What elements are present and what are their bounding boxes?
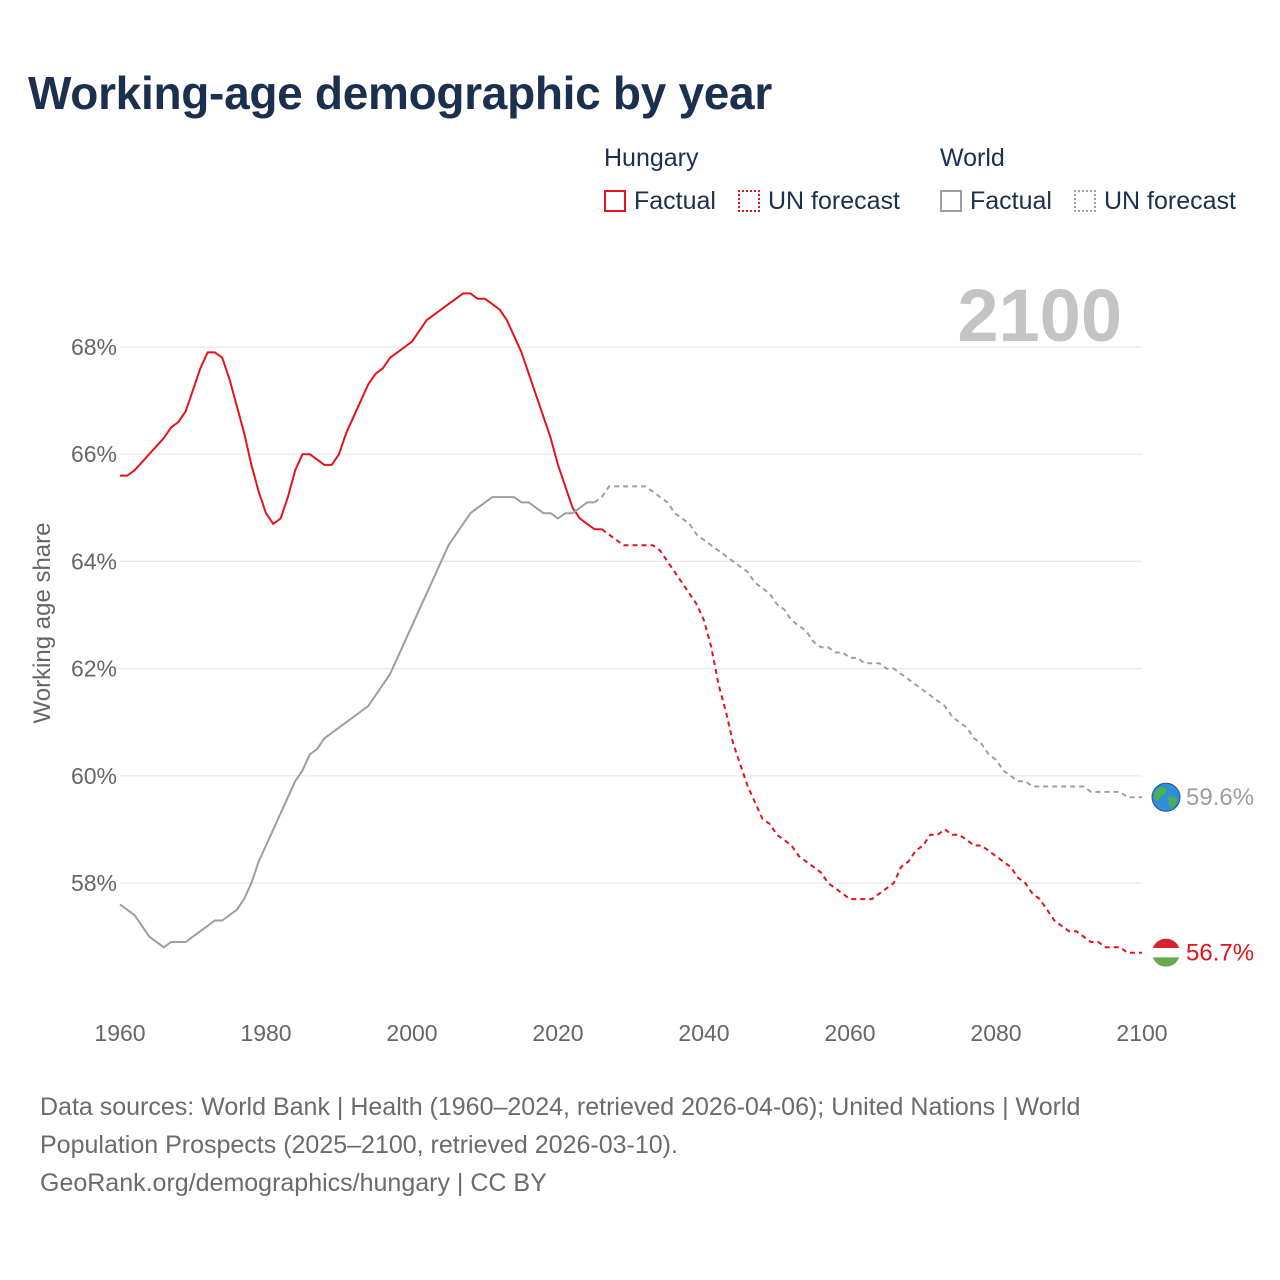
year-watermark: 2100: [957, 274, 1122, 357]
hungary-flag-icon: [1152, 938, 1180, 967]
series-lines: [119, 292, 1142, 954]
hungary-end-label: 56.7%: [1186, 940, 1254, 967]
x-tick-label: 2060: [824, 1020, 875, 1046]
series-line-world-factual: [119, 496, 595, 949]
legend-label-hungary-factual: Factual: [634, 186, 716, 215]
world-end-marker: [1151, 782, 1181, 812]
x-tick-label: 2040: [678, 1020, 729, 1046]
y-tick-label: 60%: [71, 763, 117, 789]
line-chart: 2100 58% 60% 62% 64% 66% 68% 1960 1980 2000 2020…: [29, 274, 1254, 1046]
series-line-hungary-un-forecast: [601, 528, 1142, 954]
x-tick-label: 1980: [240, 1020, 291, 1046]
flag-stripe-green: [1152, 957, 1180, 967]
legend-label-world-forecast: UN forecast: [1104, 186, 1236, 215]
y-tick-label: 64%: [71, 548, 117, 574]
flag-stripe-white: [1152, 948, 1180, 958]
x-tick-label: 1960: [94, 1020, 145, 1046]
source-note: Data sources: World Bank | Health (1960–…: [40, 1088, 1160, 1202]
y-tick-label: 62%: [71, 656, 117, 682]
series-line-world-un-forecast: [593, 485, 1142, 799]
legend-world-factual[interactable]: Factual: [940, 186, 1052, 216]
legend-label-world-factual: Factual: [970, 186, 1052, 215]
x-tick-label: 2100: [1116, 1020, 1167, 1046]
x-axis-ticks: 1960 1980 2000 2020 2040 2060 2080 2100: [94, 1020, 1167, 1046]
legend-label-hungary-forecast: UN forecast: [768, 186, 900, 215]
legend-world-forecast[interactable]: UN forecast: [1074, 186, 1236, 216]
globe-land: [1154, 787, 1177, 809]
legend-hungary-forecast[interactable]: UN forecast: [738, 186, 900, 216]
x-tick-label: 2000: [386, 1020, 437, 1046]
legend-swatch-hungary-forecast: [738, 190, 760, 212]
legend-title-world: World: [940, 144, 1005, 172]
legend-swatch-world-forecast: [1074, 190, 1096, 212]
chart-title: Working-age demographic by year: [28, 67, 772, 119]
legend-swatch-hungary-factual: [604, 190, 626, 212]
world-end-label: 59.6%: [1186, 784, 1254, 811]
series-line-hungary-factual: [120, 292, 602, 531]
legend-swatch-world-factual: [940, 190, 962, 212]
y-tick-label: 68%: [71, 334, 117, 360]
source-link[interactable]: GeoRank.org/demographics/hungary | CC BY: [40, 1169, 547, 1197]
legend-title-hungary: Hungary: [604, 144, 699, 172]
x-tick-label: 2020: [532, 1020, 583, 1046]
hungary-end-marker: [1152, 938, 1180, 967]
flag-stripe-red: [1152, 938, 1180, 949]
y-tick-label: 58%: [71, 870, 117, 896]
y-tick-label: 66%: [71, 441, 117, 467]
grid-lines: [120, 346, 1142, 884]
legend-hungary-factual[interactable]: Factual: [604, 186, 716, 216]
x-tick-label: 2080: [970, 1020, 1021, 1046]
y-axis-label: Working age share: [29, 523, 56, 724]
source-text: Data sources: World Bank | Health (1960–…: [40, 1093, 1081, 1159]
y-axis-ticks: 58% 60% 62% 64% 66% 68%: [71, 334, 117, 896]
